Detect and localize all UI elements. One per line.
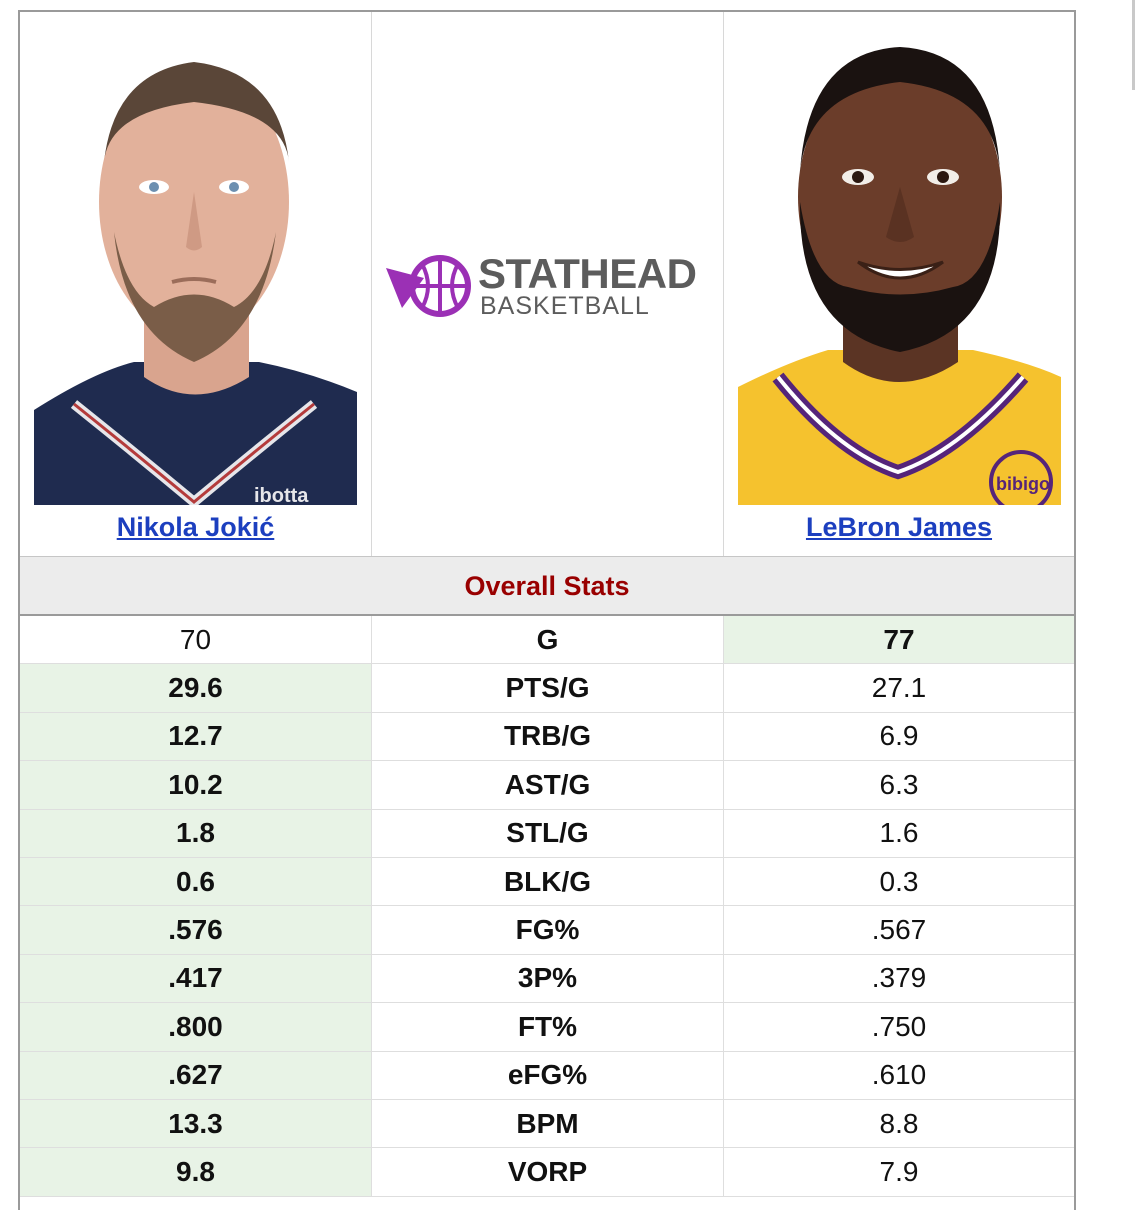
left-value-cell: 9.8 xyxy=(20,1148,372,1196)
stat-label-cell: TRB/G xyxy=(372,712,724,761)
stat-label-cell: FT% xyxy=(372,1003,724,1051)
right-player-photo: bibigo xyxy=(738,32,1061,505)
stat-label-cell: BPM xyxy=(372,1099,724,1148)
left-value-cell: 70 xyxy=(20,616,372,664)
left-value-cell: 1.8 xyxy=(20,809,372,857)
left-player-photo: ibotta xyxy=(34,32,357,505)
scrollbar[interactable] xyxy=(1132,0,1135,90)
right-value-cell: 6.9 xyxy=(879,720,919,752)
table-row: 9.8 VORP 7.9 xyxy=(20,1148,1074,1197)
right-value-cell: 6.3 xyxy=(879,768,919,800)
stat-label-cell: VORP xyxy=(372,1148,724,1196)
table-row: .627 eFG% .610 xyxy=(20,1051,1074,1100)
stat-label-cell: AST/G xyxy=(372,761,724,809)
stat-label-cell: FG% xyxy=(372,906,724,954)
comparison-table: ibotta xyxy=(18,10,1076,1210)
left-player-name-link[interactable]: Nikola Jokić xyxy=(116,512,275,542)
table-row: 12.7 TRB/G 6.9 xyxy=(20,712,1074,762)
right-value-cell: 0.3 xyxy=(879,865,919,897)
right-value-cell: .610 xyxy=(871,1059,927,1091)
table-row: 1.8 STL/G 1.6 xyxy=(20,809,1074,858)
left-value-cell: .576 xyxy=(20,906,372,954)
left-value-cell: .800 xyxy=(20,1003,372,1051)
table-row: 10.2 AST/G 6.3 xyxy=(20,761,1074,810)
right-value-cell: .750 xyxy=(871,1010,927,1042)
stat-label-cell: PTS/G xyxy=(372,664,724,712)
table-row: 70 G 77 xyxy=(20,616,1074,665)
basketball-logo-icon xyxy=(386,255,471,317)
right-player-cell: bibigo xyxy=(724,12,1074,556)
table-row: 13.3 BPM 8.8 xyxy=(20,1099,1074,1149)
right-value-cell: 27.1 xyxy=(871,672,927,704)
left-value-cell: 29.6 xyxy=(20,664,372,712)
stat-label-cell: STL/G xyxy=(372,809,724,857)
jersey-sponsor-text: bibigo xyxy=(996,474,1050,494)
stat-label-cell: G xyxy=(372,616,724,664)
left-value-cell: 10.2 xyxy=(20,761,372,809)
stats-table: 70 G 77 29.6 PTS/G 27.1 12.7 TRB/G 6.9 10.2 AST/G 6… xyxy=(20,616,1074,1197)
right-value-cell: 77 xyxy=(724,616,1074,664)
right-player-name-link[interactable]: LeBron James xyxy=(805,512,993,542)
stathead-logo[interactable]: STATHEAD BASKETBALL xyxy=(384,250,714,320)
logo-wordmark-line1: STATHEAD xyxy=(478,250,697,297)
stat-label-cell: BLK/G xyxy=(372,857,724,906)
table-row: 0.6 BLK/G 0.3 xyxy=(20,857,1074,907)
left-value-cell: 13.3 xyxy=(20,1099,372,1148)
right-value-cell: 8.8 xyxy=(879,1107,919,1139)
right-value-cell: 7.9 xyxy=(879,1155,919,1187)
table-row: .417 3P% .379 xyxy=(20,954,1074,1004)
left-player-cell: ibotta xyxy=(20,12,372,556)
table-row: 29.6 PTS/G 27.1 xyxy=(20,664,1074,713)
left-value-cell: .417 xyxy=(20,954,372,1003)
right-value-cell: .379 xyxy=(871,962,927,994)
stat-label-cell: eFG% xyxy=(372,1051,724,1099)
right-value-cell: 1.6 xyxy=(879,817,919,849)
logo-cell: STATHEAD BASKETBALL xyxy=(372,12,724,556)
player-header-row: ibotta xyxy=(20,12,1074,556)
section-title: Overall Stats xyxy=(20,556,1074,616)
stat-label-cell: 3P% xyxy=(372,954,724,1003)
table-row: .800 FT% .750 xyxy=(20,1003,1074,1052)
right-value-cell: .567 xyxy=(871,914,927,946)
table-row: .576 FG% .567 xyxy=(20,906,1074,955)
jersey-sponsor-text: ibotta xyxy=(254,485,309,505)
left-value-cell: 12.7 xyxy=(20,712,372,761)
logo-wordmark-line2: BASKETBALL xyxy=(480,292,650,320)
left-value-cell: .627 xyxy=(20,1051,372,1099)
left-value-cell: 0.6 xyxy=(20,857,372,906)
